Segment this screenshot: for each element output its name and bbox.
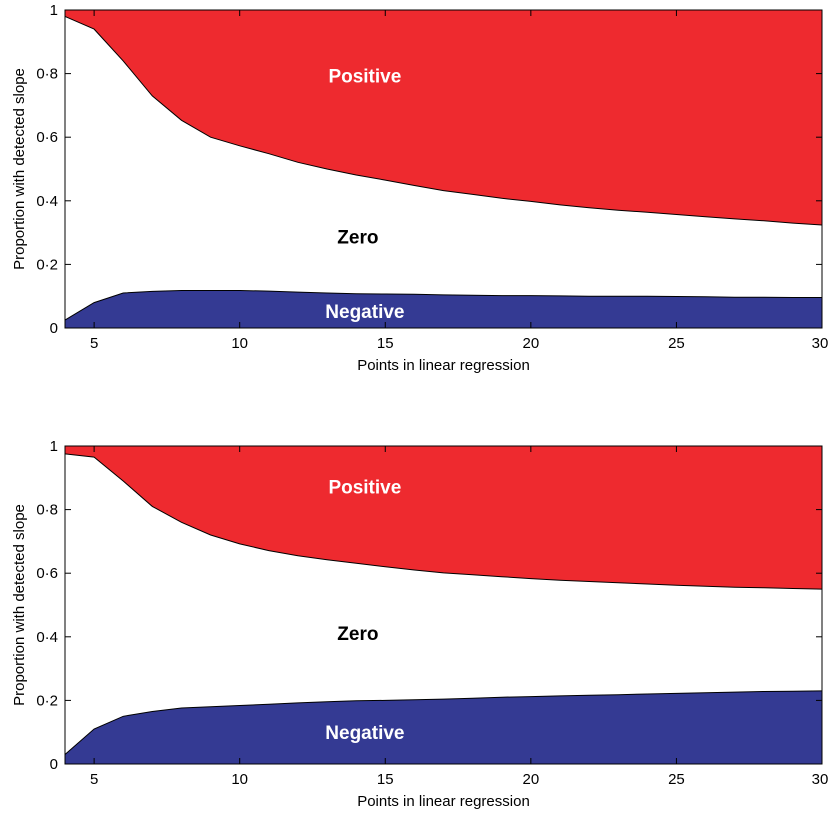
boundary-positive-zero: [64, 15, 823, 226]
boundary-zero-negative: [64, 690, 823, 755]
y-tick-label: 0·6: [36, 129, 58, 146]
y-tick-label: 0: [50, 756, 58, 773]
x-tick-label: 10: [231, 771, 248, 788]
chart-panel-1: 5 10 15 20 25 30 0 0·2 0·4 0·6 0·8 1 Points in linea…: [11, 2, 828, 374]
x-tick-label: 20: [523, 335, 540, 352]
axes-frame: [64, 9, 823, 329]
x-tick-label: 10: [231, 335, 248, 352]
y-axis-label: Proportion with detected slope: [11, 68, 28, 270]
y-axis-label: Proportion with detected slope: [11, 504, 28, 706]
label-positive: Positive: [328, 66, 401, 87]
y-tick-label: 0·2: [36, 692, 58, 709]
label-zero: Zero: [337, 227, 378, 248]
area-zero: [65, 16, 822, 321]
x-tick-label: 25: [668, 771, 685, 788]
x-axis-label: Points in linear regression: [357, 357, 530, 374]
x-tick-label: 25: [668, 335, 685, 352]
boundary-positive-zero: [64, 453, 823, 590]
axes-frame: [64, 445, 823, 765]
x-tick-label: 20: [523, 771, 540, 788]
x-tick-label: 30: [812, 335, 829, 352]
area-negative: [65, 290, 822, 328]
y-tick-label: 0·8: [36, 502, 58, 519]
y-tick-label: 0·6: [36, 565, 58, 582]
y-tick-label: 0: [50, 320, 58, 337]
y-tick-label: 0·2: [36, 256, 58, 273]
x-tick-label: 5: [90, 771, 98, 788]
x-tick-label: 15: [377, 771, 394, 788]
x-tick-label: 30: [812, 771, 829, 788]
y-tick-label: 0·4: [36, 193, 58, 210]
label-negative: Negative: [325, 723, 404, 744]
label-positive: Positive: [328, 478, 401, 499]
area-zero: [65, 453, 822, 755]
label-negative: Negative: [325, 302, 404, 323]
label-zero: Zero: [337, 624, 378, 645]
x-tick-label: 15: [377, 335, 394, 352]
y-tick-label: 0·8: [36, 66, 58, 83]
x-axis-label: Points in linear regression: [357, 793, 530, 810]
x-tick-label: 5: [90, 335, 98, 352]
y-tick-label: 0·4: [36, 629, 58, 646]
chart-panel-2: 5 10 15 20 25 30 0 0·2 0·4 0·6 0·8 1 Points in linea…: [11, 438, 828, 810]
y-tick-label: 1: [50, 438, 58, 455]
y-tick-label: 1: [50, 2, 58, 19]
boundary-zero-negative: [64, 290, 822, 321]
area-negative: [65, 690, 822, 764]
